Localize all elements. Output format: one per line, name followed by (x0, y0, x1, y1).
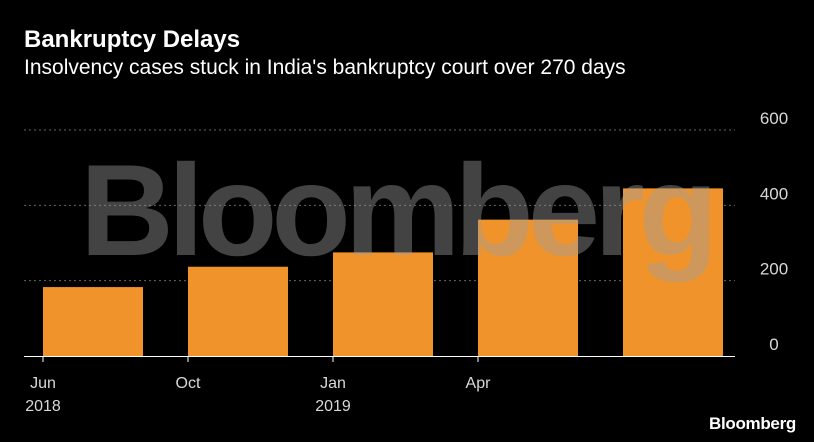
bar (188, 266, 288, 356)
bar (623, 188, 723, 356)
bar (478, 219, 578, 356)
bar (333, 252, 433, 356)
y-tick-label: 200 (760, 260, 788, 279)
chart-subtitle: Insolvency cases stuck in India's bankru… (24, 56, 626, 79)
x-tick-label: Oct (176, 375, 201, 392)
bloomberg-logo: Bloomberg (708, 414, 796, 433)
y-tick-label: 600 (760, 109, 788, 128)
x-tick-label: Jun (30, 375, 56, 392)
chart-title: Bankruptcy Delays (24, 26, 241, 53)
x-tick-label: Apr (466, 375, 492, 392)
y-tick-label: 0 (769, 335, 778, 354)
x-tick-year-label: 2018 (25, 398, 61, 415)
y-tick-label: 400 (760, 184, 788, 203)
x-tick-year-label: 2019 (315, 398, 351, 415)
bar (43, 287, 143, 356)
x-tick-label: Jan (320, 375, 346, 392)
